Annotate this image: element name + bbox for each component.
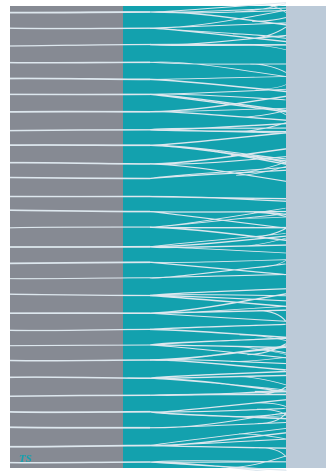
- branch-line-63: [149, 195, 287, 200]
- branch-line-82: [9, 261, 151, 265]
- branch-line-59: [149, 169, 287, 180]
- branch-line-25: [149, 76, 287, 80]
- branch-line-155: [230, 455, 287, 468]
- branch-line-57: [9, 176, 151, 180]
- branch-line-141: [149, 422, 287, 429]
- right-light-panel: [286, 6, 326, 468]
- branch-line-106: [247, 343, 287, 356]
- branch-line-77: [149, 235, 287, 248]
- branch-line-81: [149, 233, 287, 248]
- branch-line-19: [248, 26, 287, 39]
- branch-line-96: [257, 310, 287, 322]
- branch-line-142: [257, 412, 287, 425]
- monogram-text: TS: [19, 453, 32, 465]
- branch-line-7: [235, 3, 287, 13]
- branch-line-24: [9, 77, 151, 81]
- branch-line-128: [149, 393, 287, 397]
- branch-line-74: [149, 213, 287, 228]
- branch-line-33: [254, 107, 287, 116]
- branch-line-73: [149, 226, 287, 229]
- branch-line-80: [149, 246, 287, 254]
- branch-line-88: [254, 260, 287, 268]
- branch-line-98: [149, 305, 287, 314]
- branch-line-26: [149, 78, 287, 93]
- branch-line-50: [9, 161, 151, 165]
- branch-line-13: [149, 9, 287, 29]
- branch-line-148: [149, 427, 287, 446]
- branch-line-83: [149, 259, 287, 263]
- branch-line-103: [239, 334, 287, 341]
- branch-line-91: [149, 294, 287, 302]
- branch-line-132: [256, 402, 287, 407]
- branch-line-85: [9, 277, 151, 280]
- branch-line-64: [9, 209, 151, 213]
- branch-line-122: [149, 377, 287, 391]
- branch-line-3: [149, 2, 287, 13]
- branch-line-93: [149, 294, 287, 297]
- branch-line-43: [149, 127, 287, 131]
- branch-line-138: [9, 426, 151, 429]
- branch-line-136: [256, 408, 287, 416]
- branch-line-100: [9, 328, 151, 332]
- branch-line-42: [238, 122, 287, 132]
- branch-line-129: [254, 386, 287, 395]
- branch-line-89: [9, 293, 151, 297]
- branch-line-37: [240, 109, 287, 118]
- branch-line-66: [149, 210, 287, 213]
- branch-line-18: [149, 34, 287, 46]
- branch-line-101: [149, 323, 287, 331]
- branching-lines: [9, 2, 287, 471]
- branch-line-143: [9, 444, 151, 448]
- branch-line-92: [149, 294, 287, 308]
- branch-line-147: [258, 447, 287, 458]
- branch-line-22: [250, 63, 287, 73]
- left-gray-panel: [10, 6, 123, 468]
- branch-line-21: [149, 61, 287, 65]
- branch-line-104: [9, 344, 151, 347]
- branch-line-99: [149, 293, 287, 314]
- branch-line-120: [236, 376, 287, 386]
- branch-line-48: [149, 132, 287, 147]
- branch-line-68: [9, 226, 151, 229]
- branch-line-115: [230, 357, 287, 362]
- branch-line-123: [149, 370, 287, 379]
- branch-line-111: [9, 359, 151, 362]
- branch-line-79: [237, 237, 287, 247]
- branch-line-87: [149, 263, 287, 279]
- branch-line-109: [230, 346, 287, 355]
- branch-line-38: [149, 95, 287, 113]
- branch-line-149: [238, 433, 287, 440]
- branch-line-75: [242, 216, 287, 219]
- branch-line-55: [149, 156, 287, 165]
- branch-line-102: [149, 328, 287, 339]
- branch-line-51: [149, 148, 287, 165]
- branch-line-154: [149, 461, 287, 471]
- branch-line-156: [149, 460, 287, 463]
- branch-line-116: [149, 346, 287, 361]
- branch-line-20: [9, 61, 151, 64]
- branch-line-124: [9, 394, 151, 397]
- branch-line-118: [9, 376, 151, 379]
- branch-line-14: [9, 43, 151, 47]
- branch-line-23: [149, 61, 287, 78]
- branch-line-78: [149, 244, 287, 249]
- branch-line-27: [255, 84, 287, 90]
- branch-line-0: [9, 11, 151, 14]
- branch-line-31: [149, 88, 287, 95]
- branch-line-146: [149, 444, 287, 449]
- branch-line-135: [149, 407, 287, 413]
- branch-line-39: [9, 129, 151, 132]
- branch-line-52: [230, 154, 287, 160]
- branch-line-117: [254, 349, 287, 354]
- branch-line-2: [252, 16, 287, 22]
- branch-line-11: [232, 33, 287, 39]
- branch-line-110: [149, 337, 287, 346]
- monogram-logo: TS: [19, 453, 32, 465]
- branch-line-105: [149, 344, 287, 359]
- branch-line-32: [149, 93, 287, 113]
- branch-line-150: [9, 461, 151, 464]
- branch-line-60: [235, 161, 287, 174]
- branch-line-16: [248, 44, 287, 51]
